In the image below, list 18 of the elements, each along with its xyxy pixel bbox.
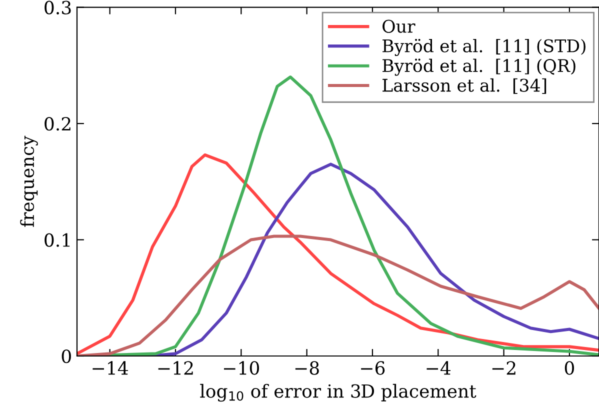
x-tick-label: −8 [295, 361, 319, 375]
x-tick-label: 0 [564, 361, 574, 375]
legend-label: Our [382, 20, 416, 33]
y-tick-label: 0 [62, 349, 71, 364]
x-tick-label: −12 [158, 361, 193, 375]
x-tick-label: −2 [492, 361, 516, 375]
x-tick-label: −14 [92, 361, 128, 375]
y-axis-title: frequency [20, 136, 38, 227]
x-tick-label: −10 [224, 361, 260, 375]
y-tick-label: 0.3 [44, 0, 71, 14]
x-tick-label: −6 [361, 361, 385, 375]
x-axis-title: log$_{10}$ of error in 3D placement [200, 384, 476, 402]
y-tick-label: 0.2 [44, 116, 70, 131]
legend-label: Byröd et al. [11] (QR) [382, 58, 576, 76]
legend-label: Byröd et al. [11] (STD) [382, 38, 586, 56]
legend-label: Larsson et al. [34] [382, 78, 546, 94]
x-tick-label: −4 [426, 361, 451, 375]
y-tick-label: 0.1 [44, 233, 70, 247]
